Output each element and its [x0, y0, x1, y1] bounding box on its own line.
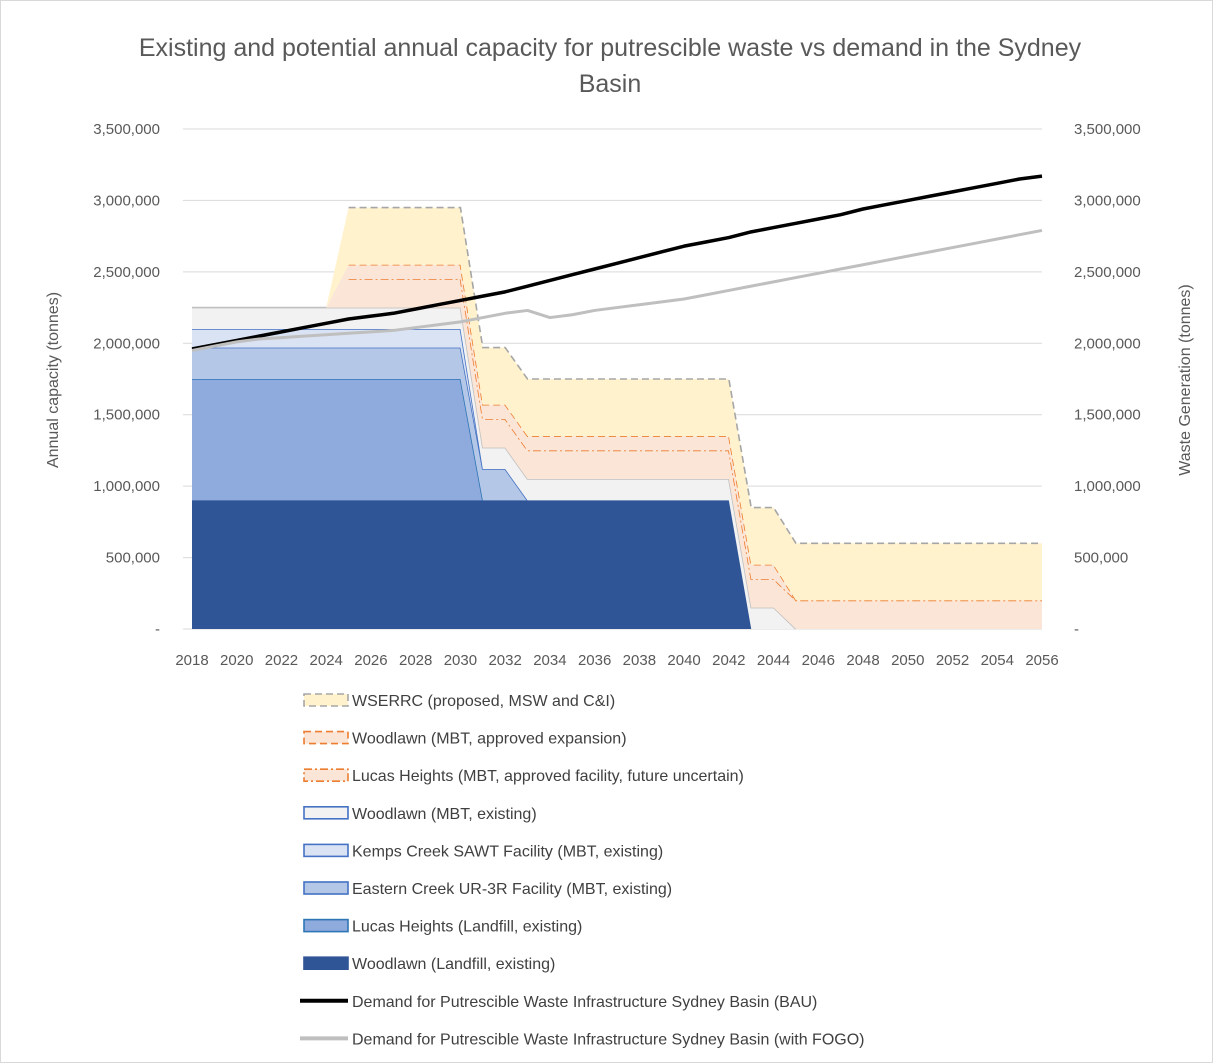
- y2-tick-label: 1,000,000: [1074, 478, 1141, 495]
- area-outline-7: [348, 206, 1042, 545]
- area-series-5: [192, 279, 1042, 629]
- demand-line-1: [191, 228, 1043, 352]
- x-tick-label: 2040: [667, 652, 700, 669]
- x-tick-label: 2032: [488, 652, 521, 669]
- x-tick-label: 2052: [936, 652, 969, 669]
- area-series-2: [192, 347, 1042, 629]
- y-tick-label: 500,000: [106, 550, 160, 567]
- legend-swatch: [303, 956, 349, 971]
- x-axis-ticks: 2018 2020 2022 2024 2026 2028 2030 2032 2034 2036…: [175, 652, 1058, 669]
- x-tick-label: 2046: [802, 652, 835, 669]
- area-series-7: [192, 207, 1042, 601]
- x-tick-label: 2024: [310, 652, 343, 669]
- x-tick-label: 2028: [399, 652, 432, 669]
- area-outline-5: [348, 278, 1042, 602]
- legend-label: Woodlawn (MBT, existing): [352, 806, 537, 823]
- x-tick-label: 2042: [712, 652, 745, 669]
- y2-tick-label: 3,500,000: [1074, 121, 1141, 138]
- legend-label: Woodlawn (MBT, approved expansion): [352, 731, 627, 748]
- demand-line-0: [191, 174, 1043, 351]
- legend-swatch: [303, 693, 349, 707]
- x-tick-label: 2030: [444, 652, 477, 669]
- y-tick-label: 1,500,000: [93, 407, 160, 424]
- x-tick-label: 2056: [1025, 652, 1058, 669]
- x-tick-label: 2044: [757, 652, 790, 669]
- area-series-1: [192, 379, 1042, 629]
- legend-swatch: [303, 768, 349, 783]
- legend-label: Kemps Creek SAWT Facility (MBT, existing…: [352, 843, 663, 860]
- x-tick-label: 2048: [846, 652, 879, 669]
- legend-label: Eastern Creek UR-3R Facility (MBT, exist…: [352, 881, 672, 898]
- x-tick-label: 2054: [981, 652, 1014, 669]
- x-tick-label: 2034: [533, 652, 566, 669]
- y2-tick-label: 3,000,000: [1074, 192, 1141, 209]
- legend-label: Woodlawn (Landfill, existing): [352, 956, 555, 973]
- x-tick-label: 2020: [220, 652, 253, 669]
- legend-swatch: [303, 805, 349, 820]
- y2-tick-label: 2,500,000: [1074, 264, 1141, 281]
- x-tick-label: 2050: [891, 652, 924, 669]
- area-outline-6: [348, 263, 797, 601]
- legend-swatch: [303, 881, 349, 895]
- chart-title: Existing and potential annual capacity f…: [138, 34, 1082, 98]
- y2-tick-label: 2,000,000: [1074, 335, 1141, 352]
- area-outline-0: [192, 499, 752, 630]
- y-axis-label: Annual capacity (tonnes): [45, 292, 62, 468]
- area-series-0: [192, 500, 1042, 629]
- legend-label: Demand for Putrescible Waste Infrastruct…: [352, 1031, 864, 1048]
- y-tick-label: -: [155, 621, 160, 638]
- legend: WSERRC (proposed, MSW and C&I) Woodlawn (…: [300, 693, 864, 1048]
- y2-tick-label: -: [1074, 621, 1079, 638]
- legend-label: Demand for Putrescible Waste Infrastruct…: [352, 994, 817, 1011]
- y-tick-label: 2,500,000: [93, 264, 160, 281]
- stacked-areas: [192, 206, 1042, 630]
- y-tick-label: 1,000,000: [93, 478, 160, 495]
- legend-label: Lucas Heights (MBT, approved facility, f…: [352, 768, 744, 785]
- x-tick-label: 2038: [623, 652, 656, 669]
- legend-label: Lucas Heights (Landfill, existing): [352, 919, 582, 936]
- x-tick-label: 2036: [578, 652, 611, 669]
- legend-swatch: [303, 730, 349, 745]
- y2-tick-label: 1,500,000: [1074, 407, 1141, 424]
- legend-swatch: [303, 843, 349, 858]
- x-tick-label: 2026: [354, 652, 387, 669]
- y-tick-label: 3,000,000: [93, 192, 160, 209]
- left-axis-ticks: - 500,000 1,000,000 1,500,000 2,000,000 2,500…: [93, 121, 160, 638]
- y-tick-label: 3,500,000: [93, 121, 160, 138]
- right-axis-ticks: - 500,000 1,000,000 1,500,000 2,000,000 2,500…: [1074, 121, 1141, 638]
- x-tick-label: 2022: [265, 652, 298, 669]
- y-tick-label: 2,000,000: [93, 335, 160, 352]
- legend-label: WSERRC (proposed, MSW and C&I): [352, 693, 615, 710]
- x-tick-label: 2018: [175, 652, 208, 669]
- y2-axis-label: Waste Generation (tonnes): [1177, 284, 1194, 476]
- y2-tick-label: 500,000: [1074, 550, 1128, 567]
- legend-swatch: [303, 918, 349, 933]
- demand-lines: [191, 174, 1043, 352]
